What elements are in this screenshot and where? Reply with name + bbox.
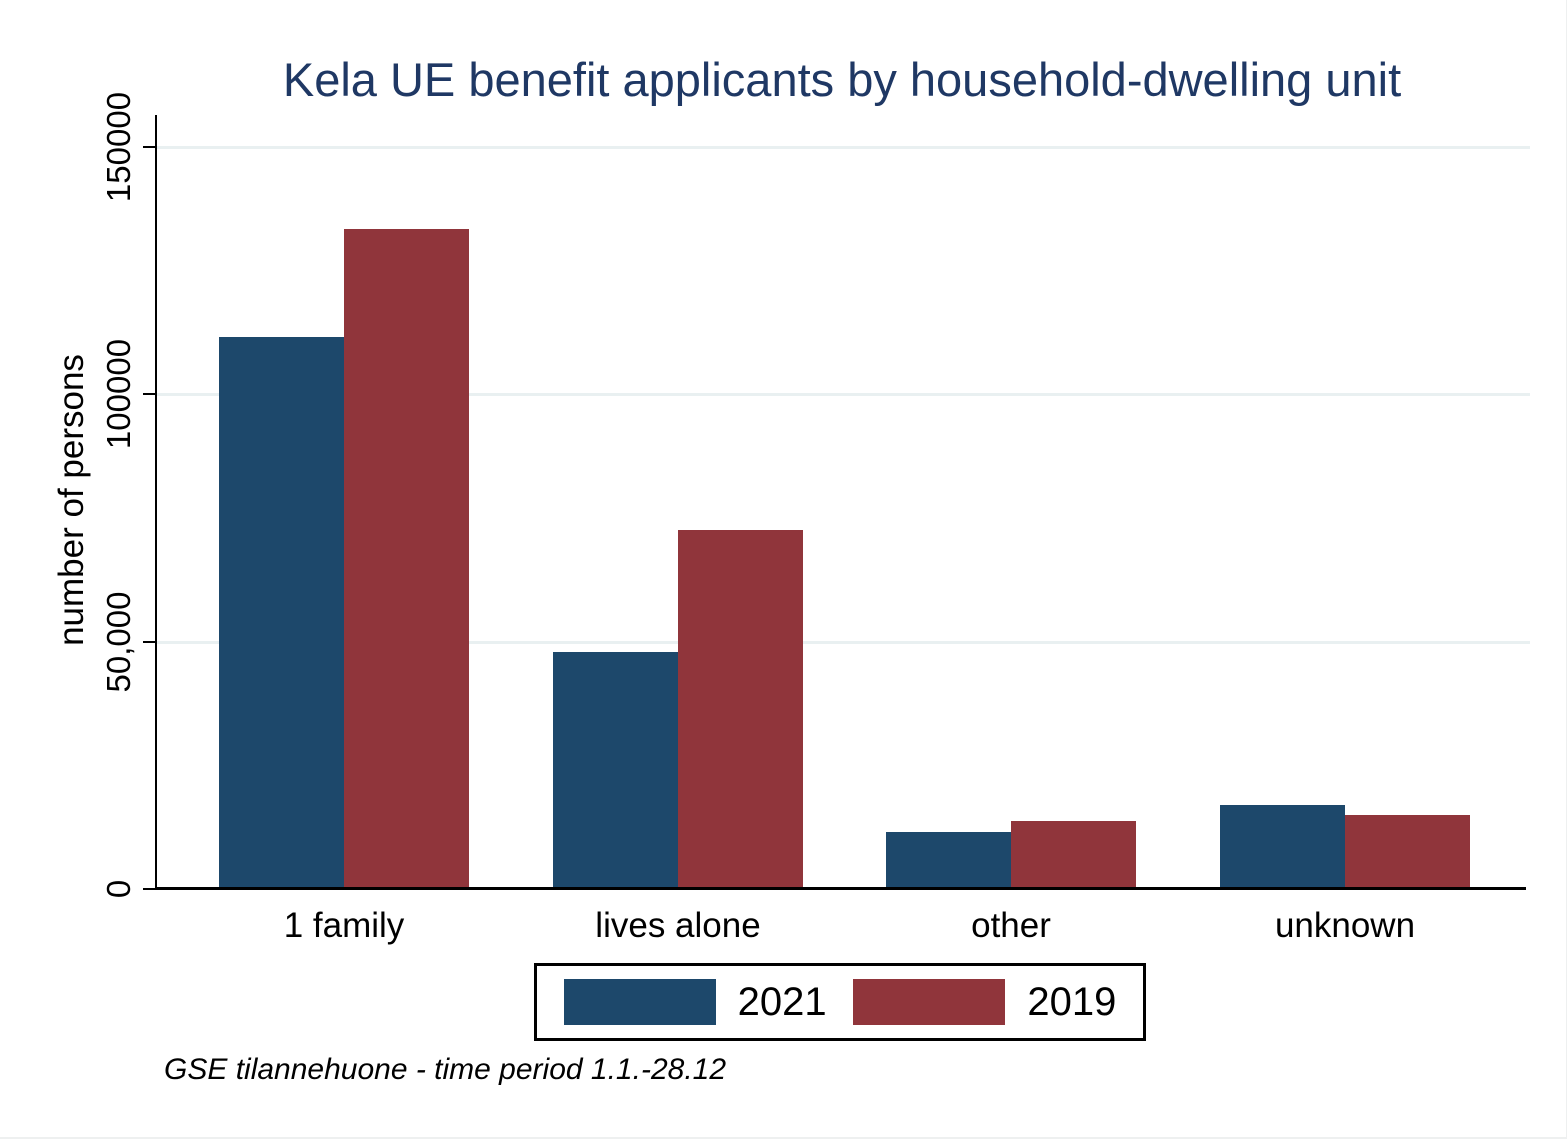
x-category-label-lives-alone: lives alone xyxy=(595,906,761,945)
legend: 2021 2019 xyxy=(534,963,1146,1041)
y-tick-mark-150000 xyxy=(143,146,155,148)
bar-2019-unknown xyxy=(1345,814,1470,889)
bar-2019-other xyxy=(1011,820,1136,889)
y-tick-label-0: 0 xyxy=(100,879,137,899)
y-tick-label-150000: 150000 xyxy=(100,91,137,203)
x-category-label-other: other xyxy=(971,906,1051,945)
y-axis-line xyxy=(155,115,157,889)
chart-title: Kela UE benefit applicants by household-… xyxy=(282,53,1402,106)
gridline-150000 xyxy=(157,146,1530,149)
y-tick-label-50000: 50,000 xyxy=(100,591,137,693)
bar-2021-other xyxy=(886,832,1011,889)
x-category-label-1-family: 1 family xyxy=(283,906,405,945)
bar-2019-1-family xyxy=(344,228,469,889)
bar-2021-lives-alone xyxy=(553,651,678,889)
y-tick-mark-0 xyxy=(143,888,155,890)
chart-footnote: GSE tilannehuone - time period 1.1.-28.1… xyxy=(164,1053,727,1086)
bar-2021-unknown xyxy=(1220,804,1345,889)
gridline-100000 xyxy=(157,393,1530,397)
y-tick-label-100000: 100000 xyxy=(100,339,137,450)
x-axis-line xyxy=(155,887,1526,890)
y-tick-mark-100000 xyxy=(143,393,155,396)
legend-swatch-2021 xyxy=(563,979,716,1025)
legend-label-2019: 2019 xyxy=(1027,979,1117,1024)
legend-label-2021: 2021 xyxy=(737,979,827,1024)
legend-swatch-2019 xyxy=(853,979,1006,1025)
bar-2021-1-family xyxy=(219,337,344,889)
legend-item-2021: 2021 xyxy=(563,979,827,1025)
bar-2019-lives-alone xyxy=(678,530,803,889)
y-axis-label: number of persons xyxy=(52,354,91,646)
y-tick-mark-50000 xyxy=(143,640,155,643)
x-category-label-unknown: unknown xyxy=(1274,906,1416,945)
legend-item-2019: 2019 xyxy=(853,979,1116,1025)
gridline-50000 xyxy=(157,640,1530,644)
